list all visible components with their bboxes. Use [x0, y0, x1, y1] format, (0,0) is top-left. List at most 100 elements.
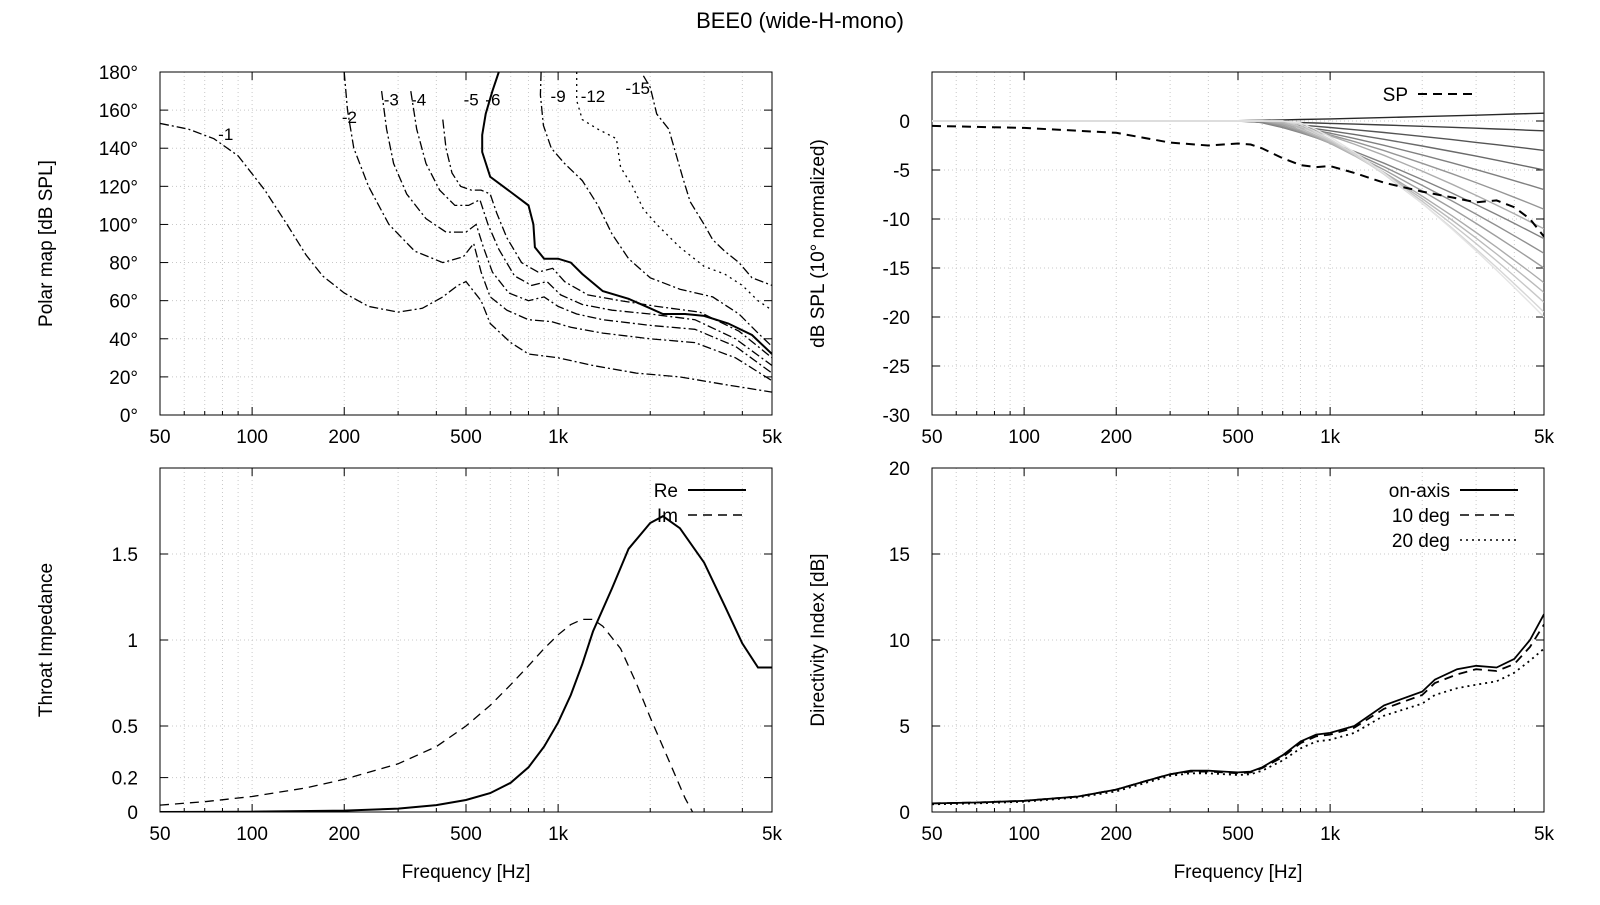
chart-polar: 50 100 200 500 1k 5k 0° 20° 40° 60° 80° 100° 120° 140…: [36, 63, 783, 448]
legend-label: Re: [654, 481, 678, 502]
grid-impedance: [160, 468, 772, 812]
series-group-polar: [160, 72, 772, 393]
family-curve-lower: [932, 120, 1544, 318]
y-tick-label: -30: [883, 406, 910, 427]
y-tick-label: 80°: [109, 254, 138, 275]
x-tick-label: 500: [1222, 427, 1254, 448]
x-tick-label: 200: [328, 427, 360, 448]
x-tick-label: 5k: [762, 824, 783, 845]
family-curve-upper: [932, 120, 1544, 132]
legend-label: Im: [657, 506, 678, 527]
y-tick-label: 0: [127, 803, 138, 824]
plot-frame-spl: [931, 71, 1545, 416]
family-curve-upper: [932, 120, 1544, 191]
contour-label: -4: [411, 91, 426, 110]
y-tick-label: -25: [883, 357, 910, 378]
x-tick-label: 5k: [1534, 824, 1555, 845]
y-tick-label: -10: [883, 210, 910, 231]
y-tick-label: 5: [899, 717, 910, 738]
x-axis-label: Frequency [Hz]: [402, 862, 531, 883]
y-axis-label: Polar map [dB SPL]: [36, 160, 57, 327]
series-line--15: [642, 75, 772, 287]
y-tick-label: 120°: [99, 177, 138, 198]
x-tick-label: 100: [1008, 427, 1040, 448]
series-group-di: [932, 613, 1544, 806]
series-line--6: [481, 72, 772, 355]
x-tick-label: 1k: [1320, 824, 1341, 845]
contour-label: -9: [551, 87, 566, 106]
y-tick-label: -15: [883, 259, 910, 280]
y-tick-label: 20°: [109, 368, 138, 389]
plot-frame-polar: [159, 71, 773, 416]
y-tick-label: 140°: [99, 139, 138, 160]
y-tick-label: -20: [883, 308, 910, 329]
y-tick-label: 0: [899, 803, 910, 824]
y-tick-label: 180°: [99, 63, 138, 84]
x-tick-label: 1k: [548, 824, 569, 845]
contour-label: -6: [485, 91, 500, 110]
x-tick-label: 1k: [1320, 427, 1341, 448]
chart-spl: 50 100 200 500 1k 5k 0 -5 -10 -15 -20 -25 -30 dB SPL …: [808, 71, 1555, 448]
x-tick-label: 50: [149, 427, 170, 448]
x-tick-label: 500: [1222, 824, 1254, 845]
x-tick-label: 100: [236, 824, 268, 845]
y-tick-label: 0°: [120, 406, 138, 427]
series-line--5: [442, 119, 772, 359]
y-tick-label: 10: [889, 631, 910, 652]
series-line--9: [539, 72, 772, 347]
x-tick-label: 100: [1008, 824, 1040, 845]
chart-di: 50 100 200 500 1k 5k 0 5 10 15 20 Directivity Index…: [808, 459, 1555, 883]
series-line--1: [160, 122, 772, 393]
y-tick-label: 1.5: [112, 545, 138, 566]
x-tick-label: 5k: [762, 427, 783, 448]
legend-label: SP: [1383, 85, 1408, 106]
series-group-spl: [932, 112, 1544, 318]
contour-label: -15: [625, 79, 650, 98]
x-tick-label: 1k: [548, 427, 569, 448]
x-tick-label: 500: [450, 427, 482, 448]
y-tick-label: 40°: [109, 330, 138, 351]
family-curve-lower: [932, 120, 1544, 294]
x-tick-label: 5k: [1534, 427, 1555, 448]
series-line-Re: [160, 515, 772, 812]
contour-label: -2: [342, 108, 357, 127]
y-axis-label: dB SPL (10° normalized): [808, 139, 829, 348]
contour-label: -1: [218, 125, 233, 144]
series-line-10-deg: [932, 624, 1544, 805]
series-line--12: [576, 72, 772, 311]
y-tick-label: 20: [889, 459, 910, 480]
y-axis-label: Directivity Index [dB]: [808, 553, 829, 726]
y-tick-label: -5: [893, 161, 910, 182]
grid-di: [932, 468, 1544, 812]
y-tick-label: 0.5: [112, 717, 138, 738]
grid-polar: [160, 72, 772, 415]
y-tick-label: 15: [889, 545, 910, 566]
x-axis-label: Frequency [Hz]: [1174, 862, 1303, 883]
x-tick-label: 500: [450, 824, 482, 845]
x-tick-label: 200: [328, 824, 360, 845]
y-tick-label: 0: [899, 112, 910, 133]
family-curve-upper: [932, 120, 1544, 210]
x-tick-label: 50: [149, 824, 170, 845]
y-tick-label: 1: [127, 631, 138, 652]
legend-label: 20 deg: [1392, 531, 1450, 552]
contour-label: -12: [581, 87, 606, 106]
x-tick-label: 200: [1100, 427, 1132, 448]
figure-title: BEE0 (wide-H-mono): [696, 8, 904, 33]
y-tick-label: 0.2: [112, 769, 138, 790]
contour-label: -5: [464, 91, 479, 110]
legend-label: on-axis: [1389, 481, 1450, 502]
series-group-impedance: [160, 515, 772, 812]
x-tick-label: 50: [921, 427, 942, 448]
chart-impedance: 50 100 200 500 1k 5k 0 0.2 0.5 1 1.5 Throat Impedan…: [36, 467, 783, 883]
y-tick-label: 60°: [109, 292, 138, 313]
y-tick-label: 160°: [99, 101, 138, 122]
series-line--2: [343, 72, 772, 382]
y-axis-label: Throat Impedance: [36, 563, 57, 717]
series-line-Im: [160, 618, 694, 812]
family-curve-upper: [932, 112, 1544, 122]
family-curve-upper: [932, 120, 1544, 152]
legend-label: 10 deg: [1392, 506, 1450, 527]
